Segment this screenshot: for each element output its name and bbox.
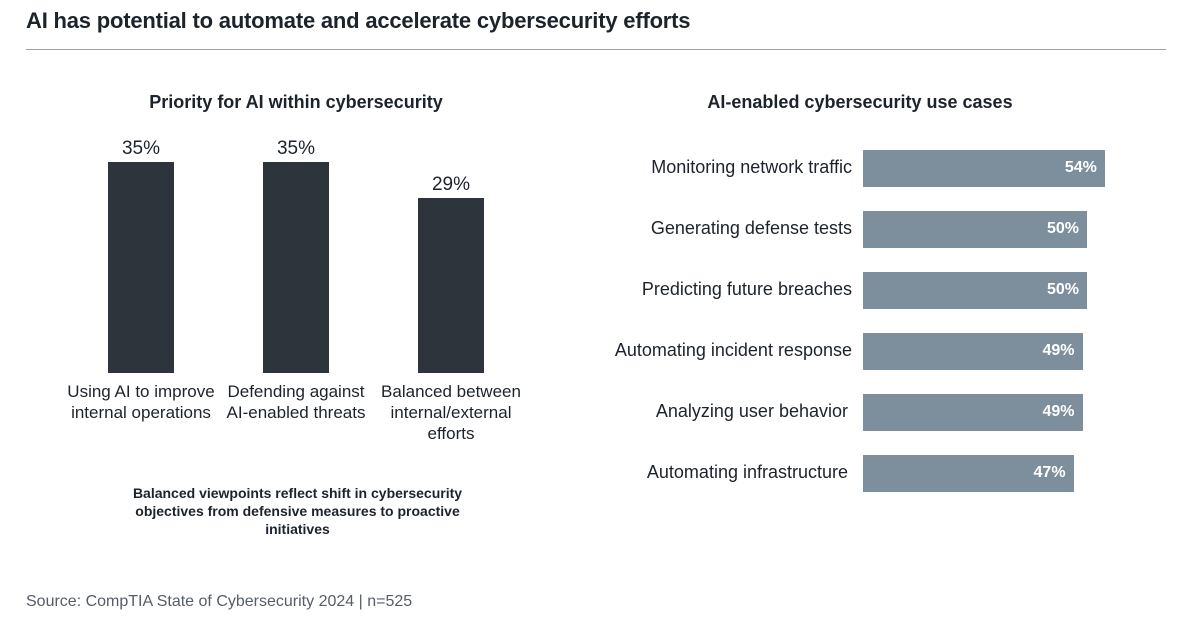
page-title: AI has potential to automate and acceler… bbox=[26, 8, 691, 33]
category-label: Generating defense tests bbox=[650, 218, 852, 238]
category-label: Automating infrastructure bbox=[646, 462, 848, 482]
bar-value-label: 50% bbox=[1046, 220, 1079, 237]
bar-value-label: 29% bbox=[431, 174, 471, 196]
bar-value-label: 35% bbox=[276, 137, 316, 159]
chart-note: Balanced viewpoints reflect shift in cyb… bbox=[132, 485, 463, 537]
category-label: Analyzing user behavior bbox=[655, 401, 848, 421]
category-label: Balanced between internal/external effor… bbox=[381, 382, 521, 443]
bar-value-label: 35% bbox=[121, 137, 161, 159]
bar-1: 50% bbox=[863, 211, 1087, 248]
bar-2 bbox=[418, 198, 484, 373]
bar-0 bbox=[108, 161, 174, 373]
right-chart-title: AI-enabled cybersecurity use cases bbox=[707, 92, 1013, 112]
category-label: Defending against AI-enabled threats bbox=[226, 382, 366, 422]
category-label: Predicting future breaches bbox=[641, 279, 852, 299]
divider bbox=[26, 49, 1166, 50]
bar-value-label: 49% bbox=[1042, 342, 1075, 359]
category-label: Automating incident response bbox=[614, 340, 852, 360]
source-note: Source: CompTIA State of Cybersecurity 2… bbox=[26, 593, 413, 610]
bar-value-label: 49% bbox=[1042, 403, 1075, 420]
bar-2: 50% bbox=[863, 272, 1087, 309]
bar-value-label: 54% bbox=[1064, 159, 1097, 176]
bar-4: 49% bbox=[863, 394, 1083, 431]
bar-value-label: 47% bbox=[1033, 464, 1066, 481]
bar-1 bbox=[263, 161, 329, 373]
category-label: Monitoring network traffic bbox=[651, 157, 852, 177]
bar-value-label: 50% bbox=[1046, 281, 1079, 298]
category-label: Using AI to improve internal operations bbox=[67, 382, 215, 422]
bar-5: 47% bbox=[863, 455, 1074, 492]
left-chart-title: Priority for AI within cybersecurity bbox=[149, 92, 443, 112]
bar-0: 54% bbox=[863, 150, 1105, 187]
bar-3: 49% bbox=[863, 333, 1083, 370]
